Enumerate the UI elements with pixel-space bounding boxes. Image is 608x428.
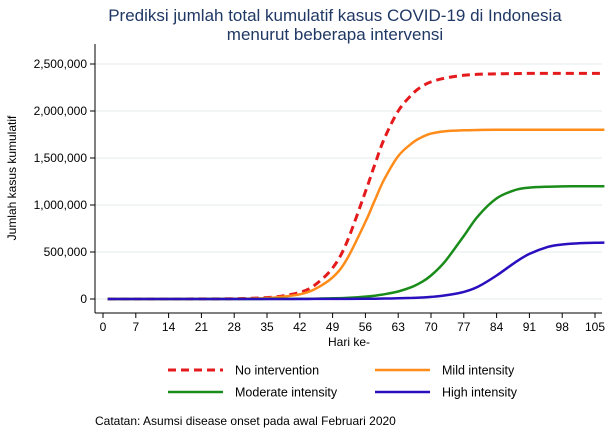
x-tick-label: 42 [293, 320, 307, 334]
x-tick-label: 91 [523, 320, 537, 334]
y-tick-label: 500,000 [44, 245, 88, 259]
legend-label-moderate-intensity: Moderate intensity [235, 386, 338, 400]
x-tick-label: 98 [556, 320, 570, 334]
series-line-high-intensity [107, 241, 605, 301]
footnote: Catatan: Asumsi disease onset pada awal … [95, 414, 396, 428]
x-tick-label: 0 [100, 320, 107, 334]
chart-title-line-1: Prediksi jumlah total kumulatif kasus CO… [108, 6, 562, 25]
y-axis-ticks: 0 500,000 1,000,000 1,500,000 2,000,000 2,500… [34, 57, 95, 306]
x-tick-label: 84 [490, 320, 504, 334]
y-tick-label: 1,500,000 [34, 151, 88, 165]
x-tick-label: 105 [585, 320, 605, 334]
chart-title-line-2: menurut beberapa intervensi [227, 25, 443, 44]
x-tick-label: 21 [195, 320, 209, 334]
legend-label-no-intervention: No intervention [235, 364, 319, 378]
legend-label-high-intensity: High intensity [442, 386, 518, 400]
x-tick-label: 70 [424, 320, 438, 334]
legend: No intervention Mild intensity Moderate in… [168, 364, 518, 400]
y-tick-label: 1,000,000 [34, 198, 88, 212]
axes [94, 44, 602, 314]
data-series [107, 71, 605, 301]
x-axis-label: Hari ke- [328, 335, 370, 349]
series-line-no-intervention [107, 71, 605, 301]
legend-label-mild-intensity: Mild intensity [442, 364, 515, 378]
y-tick-label: 2,500,000 [34, 57, 88, 71]
x-tick-label: 56 [359, 320, 373, 334]
y-tick-label: 0 [80, 292, 87, 306]
x-tick-label: 63 [392, 320, 406, 334]
x-tick-label: 7 [132, 320, 139, 334]
x-tick-label: 77 [457, 320, 471, 334]
x-axis-ticks: 0 7 14 21 28 35 42 49 56 63 70 77 84 91 98 105 [100, 313, 605, 334]
gridlines [95, 63, 602, 300]
y-axis-label: Jumlah kasus kumulatif [5, 115, 19, 240]
x-tick-label: 14 [162, 320, 176, 334]
y-tick-label: 2,000,000 [34, 104, 88, 118]
x-tick-label: 49 [326, 320, 340, 334]
x-tick-label: 28 [228, 320, 242, 334]
x-tick-label: 35 [260, 320, 274, 334]
